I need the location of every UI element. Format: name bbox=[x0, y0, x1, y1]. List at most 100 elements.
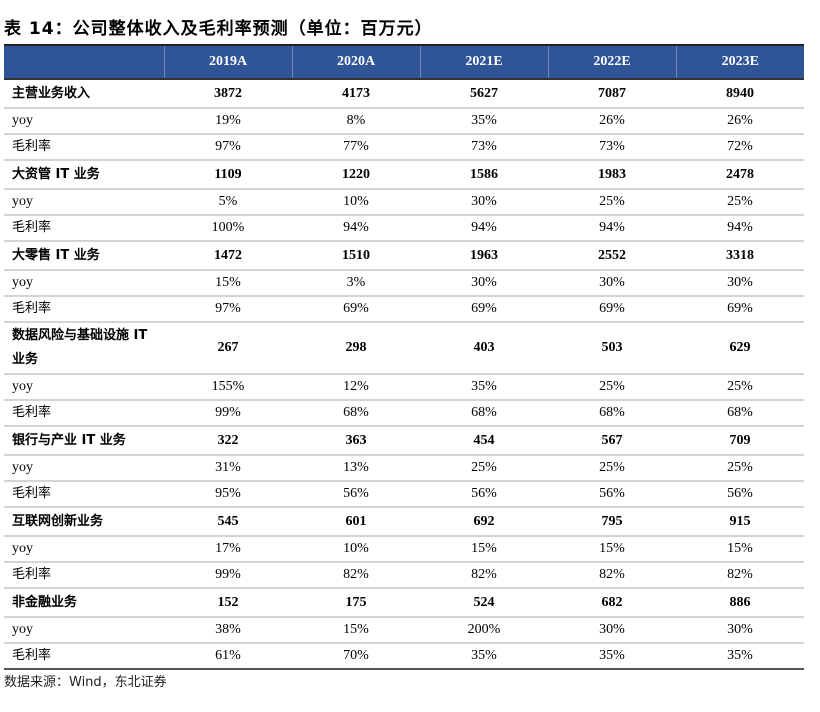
value-cell: 69% bbox=[548, 296, 676, 323]
section-row: 银行与产业 IT 业务 322 363 454 567 709 bbox=[4, 425, 804, 456]
value-cell: 692 bbox=[420, 506, 548, 537]
value-cell: 10% bbox=[292, 189, 420, 216]
value-cell: 545 bbox=[164, 506, 292, 537]
value-cell: 709 bbox=[676, 425, 804, 456]
value-cell: 454 bbox=[420, 425, 548, 456]
source-note: 数据来源：Wind，东北证券 bbox=[4, 675, 167, 690]
value-cell: 69% bbox=[420, 296, 548, 323]
forecast-table: 2019A 2020A 2021E 2022E 2023E 主营业务收入 3872… bbox=[4, 44, 804, 670]
value-cell: 82% bbox=[548, 562, 676, 589]
value-cell: 3% bbox=[292, 270, 420, 297]
value-cell: 69% bbox=[292, 296, 420, 323]
table-wrapper: 2019A 2020A 2021E 2022E 2023E 主营业务收入 3872… bbox=[4, 44, 804, 692]
margin-row: 毛利率 95% 56% 56% 56% 56% bbox=[4, 481, 804, 508]
value-cell: 30% bbox=[676, 270, 804, 297]
value-cell: 5627 bbox=[420, 78, 548, 109]
value-cell: 601 bbox=[292, 506, 420, 537]
value-cell: 82% bbox=[292, 562, 420, 589]
row-label: 毛利率 bbox=[4, 215, 164, 242]
header-cell: 2022E bbox=[547, 45, 676, 79]
value-cell: 1586 bbox=[420, 159, 548, 190]
value-cell: 267 bbox=[164, 321, 292, 375]
value-cell: 1220 bbox=[292, 159, 420, 190]
margin-row: 毛利率 97% 77% 73% 73% 72% bbox=[4, 134, 804, 161]
value-cell: 1983 bbox=[548, 159, 676, 190]
value-cell: 68% bbox=[676, 400, 804, 427]
value-cell: 99% bbox=[164, 562, 292, 589]
value-cell: 82% bbox=[420, 562, 548, 589]
value-cell: 30% bbox=[420, 270, 548, 297]
value-cell: 403 bbox=[420, 321, 548, 375]
value-cell: 15% bbox=[420, 536, 548, 563]
row-label: yoy bbox=[4, 617, 164, 644]
header-cell bbox=[4, 45, 164, 79]
value-cell: 26% bbox=[676, 108, 804, 135]
header-cell: 2020A bbox=[291, 45, 420, 79]
yoy-row: yoy 31% 13% 25% 25% 25% bbox=[4, 455, 804, 482]
value-cell: 19% bbox=[164, 108, 292, 135]
value-cell: 35% bbox=[420, 643, 548, 670]
value-cell: 56% bbox=[292, 481, 420, 508]
value-cell: 322 bbox=[164, 425, 292, 456]
section-row: 主营业务收入 3872 4173 5627 7087 8940 bbox=[4, 78, 804, 109]
value-cell: 886 bbox=[676, 587, 804, 618]
value-cell: 25% bbox=[548, 374, 676, 401]
value-cell: 3872 bbox=[164, 78, 292, 109]
section-row: 非金融业务 152 175 524 682 886 bbox=[4, 587, 804, 618]
value-cell: 298 bbox=[292, 321, 420, 375]
margin-row: 毛利率 99% 82% 82% 82% 82% bbox=[4, 562, 804, 589]
value-cell: 363 bbox=[292, 425, 420, 456]
row-label: 毛利率 bbox=[4, 643, 164, 670]
row-label: yoy bbox=[4, 108, 164, 135]
value-cell: 1510 bbox=[292, 240, 420, 271]
value-cell: 25% bbox=[676, 455, 804, 482]
value-cell: 68% bbox=[420, 400, 548, 427]
value-cell: 8% bbox=[292, 108, 420, 135]
row-label: 大资管 IT 业务 bbox=[4, 159, 164, 190]
value-cell: 35% bbox=[420, 108, 548, 135]
section-row: 大零售 IT 业务 1472 1510 1963 2552 3318 bbox=[4, 240, 804, 271]
value-cell: 7087 bbox=[548, 78, 676, 109]
value-cell: 97% bbox=[164, 134, 292, 161]
value-cell: 1472 bbox=[164, 240, 292, 271]
value-cell: 25% bbox=[420, 455, 548, 482]
value-cell: 100% bbox=[164, 215, 292, 242]
value-cell: 94% bbox=[420, 215, 548, 242]
header-cell: 2021E bbox=[419, 45, 548, 79]
yoy-row: yoy 5% 10% 30% 25% 25% bbox=[4, 189, 804, 216]
value-cell: 69% bbox=[676, 296, 804, 323]
value-cell: 73% bbox=[420, 134, 548, 161]
value-cell: 30% bbox=[548, 270, 676, 297]
value-cell: 35% bbox=[420, 374, 548, 401]
row-label: yoy bbox=[4, 536, 164, 563]
value-cell: 70% bbox=[292, 643, 420, 670]
row-label: 互联网创新业务 bbox=[4, 506, 164, 537]
value-cell: 4173 bbox=[292, 78, 420, 109]
value-cell: 61% bbox=[164, 643, 292, 670]
value-cell: 77% bbox=[292, 134, 420, 161]
row-label: 毛利率 bbox=[4, 562, 164, 589]
margin-row: 毛利率 61% 70% 35% 35% 35% bbox=[4, 643, 804, 670]
yoy-row: yoy 17% 10% 15% 15% 15% bbox=[4, 536, 804, 563]
value-cell: 25% bbox=[676, 374, 804, 401]
value-cell: 17% bbox=[164, 536, 292, 563]
value-cell: 1109 bbox=[164, 159, 292, 190]
yoy-row: yoy 15% 3% 30% 30% 30% bbox=[4, 270, 804, 297]
value-cell: 94% bbox=[548, 215, 676, 242]
value-cell: 72% bbox=[676, 134, 804, 161]
value-cell: 175 bbox=[292, 587, 420, 618]
row-label: 毛利率 bbox=[4, 481, 164, 508]
value-cell: 30% bbox=[676, 617, 804, 644]
section-row: 数据风险与基础设施 IT 业务 267 298 403 503 629 bbox=[4, 321, 804, 375]
value-cell: 25% bbox=[548, 189, 676, 216]
margin-row: 毛利率 97% 69% 69% 69% 69% bbox=[4, 296, 804, 323]
value-cell: 682 bbox=[548, 587, 676, 618]
value-cell: 5% bbox=[164, 189, 292, 216]
margin-row: 毛利率 100% 94% 94% 94% 94% bbox=[4, 215, 804, 242]
value-cell: 25% bbox=[548, 455, 676, 482]
value-cell: 567 bbox=[548, 425, 676, 456]
section-row: 互联网创新业务 545 601 692 795 915 bbox=[4, 506, 804, 537]
value-cell: 2478 bbox=[676, 159, 804, 190]
value-cell: 94% bbox=[292, 215, 420, 242]
value-cell: 31% bbox=[164, 455, 292, 482]
